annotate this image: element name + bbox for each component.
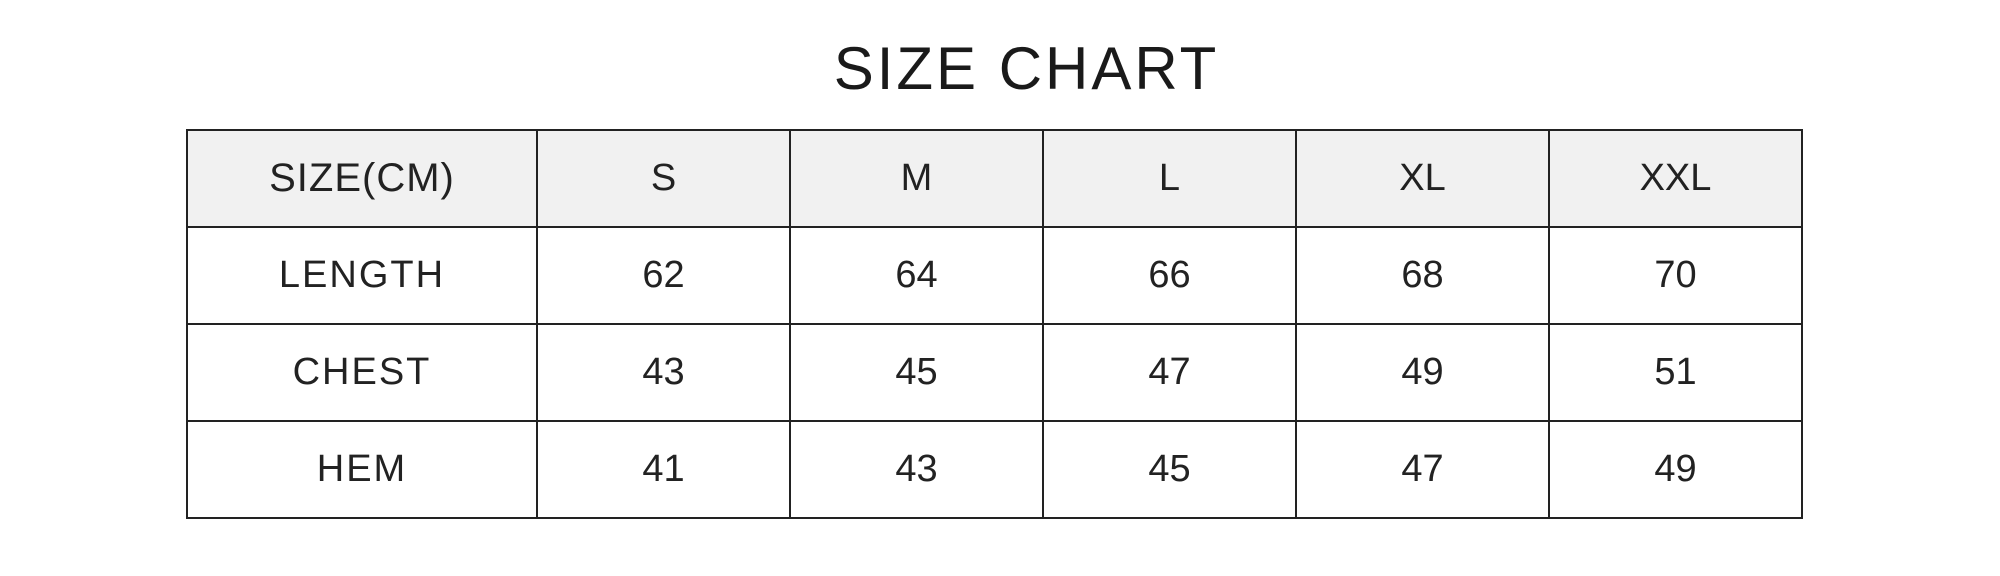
header-cell-l: L (1042, 129, 1297, 228)
table-cell: 49 (1548, 420, 1803, 519)
table-row-hem: HEM 41 43 45 47 49 (186, 420, 1803, 519)
header-cell-xxl: XXL (1548, 129, 1803, 228)
table-cell: 43 (789, 420, 1044, 519)
header-row: SIZE(CM) S M L XL XXL (186, 129, 1803, 228)
table-cell: 47 (1042, 323, 1297, 422)
table-cell: 70 (1548, 226, 1803, 325)
table-row-chest: CHEST 43 45 47 49 51 (186, 323, 1803, 422)
table-cell: 45 (1042, 420, 1297, 519)
table-cell: 68 (1295, 226, 1550, 325)
header-cell-m: M (789, 129, 1044, 228)
table-cell: 47 (1295, 420, 1550, 519)
table-cell: 62 (536, 226, 791, 325)
row-label-chest: CHEST (186, 323, 538, 422)
header-cell-s: S (536, 129, 791, 228)
table-cell: 51 (1548, 323, 1803, 422)
chart-title: SIZE CHART (833, 35, 1220, 102)
header-cell-xl: XL (1295, 129, 1550, 228)
table-cell: 41 (536, 420, 791, 519)
row-label-hem: HEM (186, 420, 538, 519)
row-label-length: LENGTH (186, 226, 538, 325)
table-row-length: LENGTH 62 64 66 68 70 (186, 226, 1803, 325)
table-cell: 43 (536, 323, 791, 422)
table-cell: 64 (789, 226, 1044, 325)
table-cell: 66 (1042, 226, 1297, 325)
table-cell: 45 (789, 323, 1044, 422)
header-cell-size-cm: SIZE(CM) (186, 129, 538, 228)
table-cell: 49 (1295, 323, 1550, 422)
size-chart-table: SIZE(CM) S M L XL XXL LENGTH 62 64 66 68… (186, 129, 1803, 519)
